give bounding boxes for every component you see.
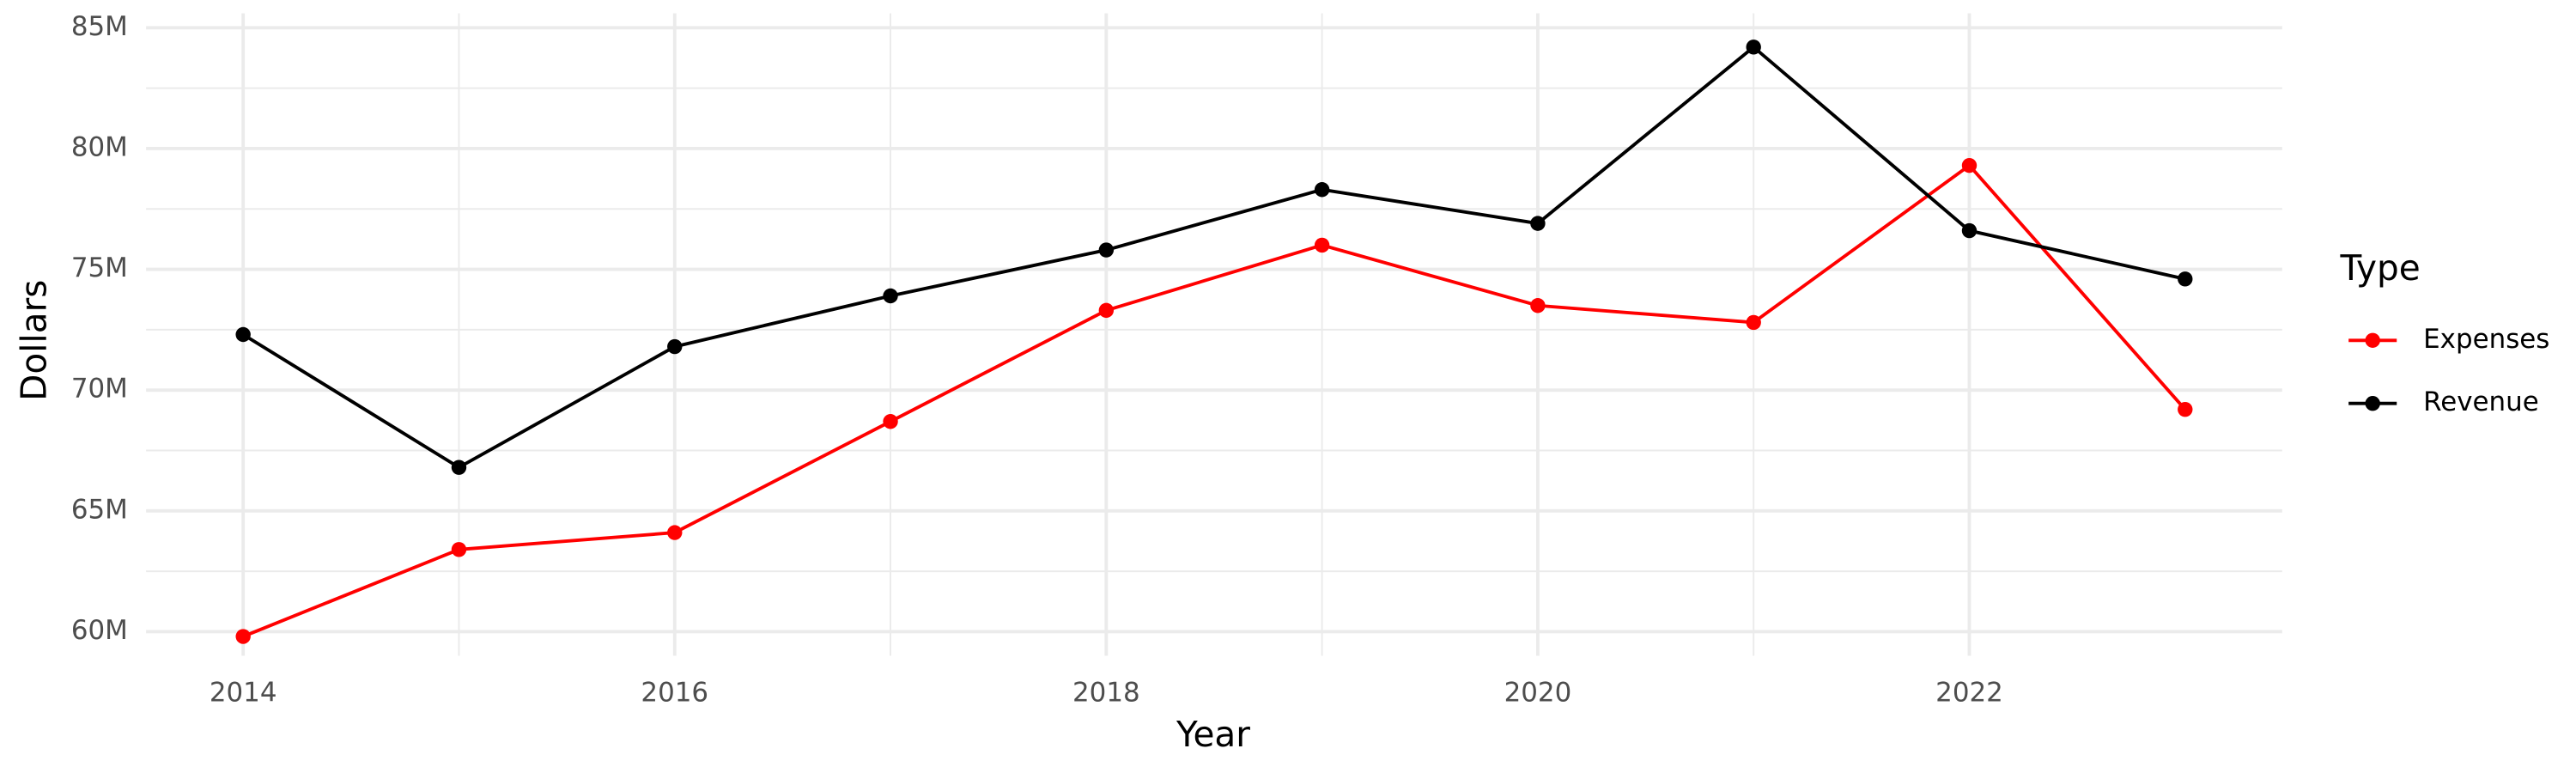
x-tick-label: 2018 xyxy=(1072,677,1140,708)
data-point xyxy=(1098,302,1115,319)
y-tick-label: 60M xyxy=(71,615,128,646)
x-tick-label: 2014 xyxy=(210,677,277,708)
x-tick-label: 2020 xyxy=(1504,677,1572,708)
data-point xyxy=(883,414,898,429)
data-point xyxy=(1098,242,1115,258)
legend-label: Expenses xyxy=(2423,324,2549,355)
data-point xyxy=(451,542,467,557)
data-point xyxy=(667,338,683,355)
data-point xyxy=(883,288,898,304)
legend-key-point xyxy=(2365,396,2380,411)
data-point xyxy=(451,460,467,475)
grid xyxy=(146,13,2282,656)
x-axis-label: Year xyxy=(1176,714,1250,755)
y-axis-label: Dollars xyxy=(14,280,55,401)
series-line xyxy=(242,45,2186,470)
legend-key-point xyxy=(2365,332,2380,348)
data-point xyxy=(2178,401,2193,417)
series-line xyxy=(242,163,2187,638)
data-point xyxy=(1961,222,1978,239)
data-point xyxy=(1314,237,1330,253)
data-point xyxy=(1530,298,1546,313)
data-point xyxy=(235,326,251,343)
x-tick-label: 2016 xyxy=(641,677,708,708)
data-point xyxy=(2178,271,2193,287)
y-tick-label: 65M xyxy=(71,494,128,525)
data-point xyxy=(1746,40,1761,55)
y-tick-label: 85M xyxy=(71,11,128,42)
y-tick-label: 70M xyxy=(71,374,128,405)
y-tick-label: 75M xyxy=(71,253,128,283)
data-point xyxy=(235,629,251,644)
data-point xyxy=(1314,182,1330,198)
data-point xyxy=(1530,216,1546,231)
y-tick-label: 80M xyxy=(71,131,128,162)
legend-label: Revenue xyxy=(2423,386,2539,417)
data-point xyxy=(1961,157,1978,173)
x-tick-label: 2022 xyxy=(1935,677,2003,708)
data-point xyxy=(667,525,683,540)
legend-title: Type xyxy=(2340,247,2421,289)
data-point xyxy=(1746,314,1761,331)
